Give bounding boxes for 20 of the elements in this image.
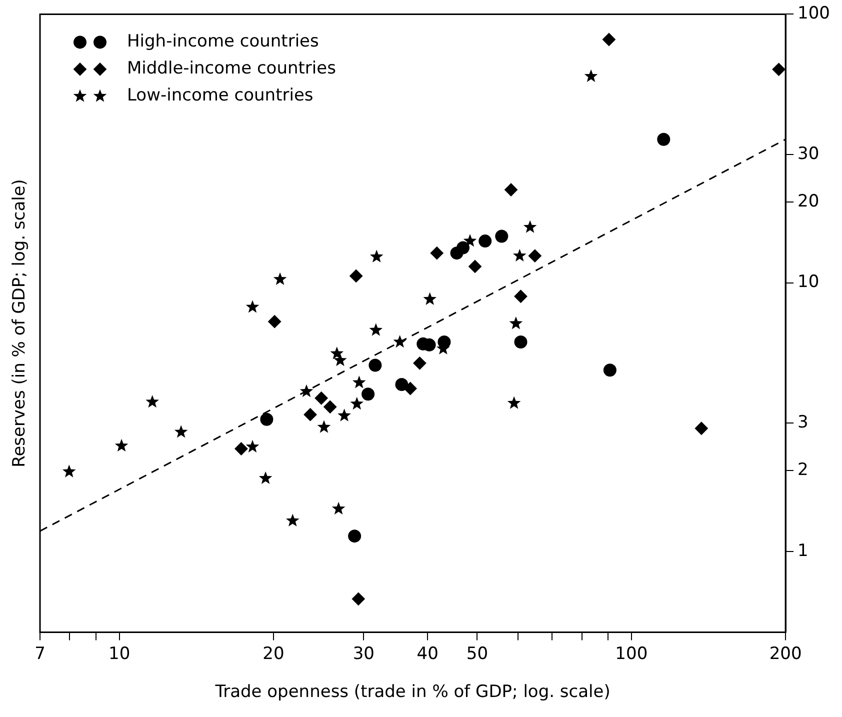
x-tick-label: 100 — [615, 644, 648, 664]
x-tick-label: 200 — [769, 644, 802, 664]
legend-label: High-income countries — [127, 32, 320, 52]
y-tick-label: 30 — [798, 144, 820, 164]
x-axis-title: Trade openness (trade in % of GDP; log. scale) — [214, 682, 610, 702]
y-tick-label: 3 — [798, 412, 808, 433]
x-tick-label: 20 — [262, 644, 284, 664]
x-tick-label: 7 — [34, 644, 46, 664]
legend-label: Low-income countries — [127, 86, 314, 106]
x-tick-label: 10 — [108, 644, 130, 664]
y-tick-label: 100 — [798, 4, 830, 24]
x-tick-label: 30 — [352, 644, 374, 664]
y-tick-label: 20 — [798, 191, 820, 212]
y-tick-label: 1 — [798, 540, 808, 561]
legend-label: Middle-income countries — [127, 58, 336, 79]
y-tick-label: 2 — [798, 460, 808, 480]
x-tick-label: 50 — [466, 644, 488, 664]
y-axis-title: Reserves (in % of GDP; log. scale) — [9, 179, 30, 468]
y-tick-label: 10 — [798, 272, 820, 292]
x-tick-label: 40 — [416, 644, 438, 664]
